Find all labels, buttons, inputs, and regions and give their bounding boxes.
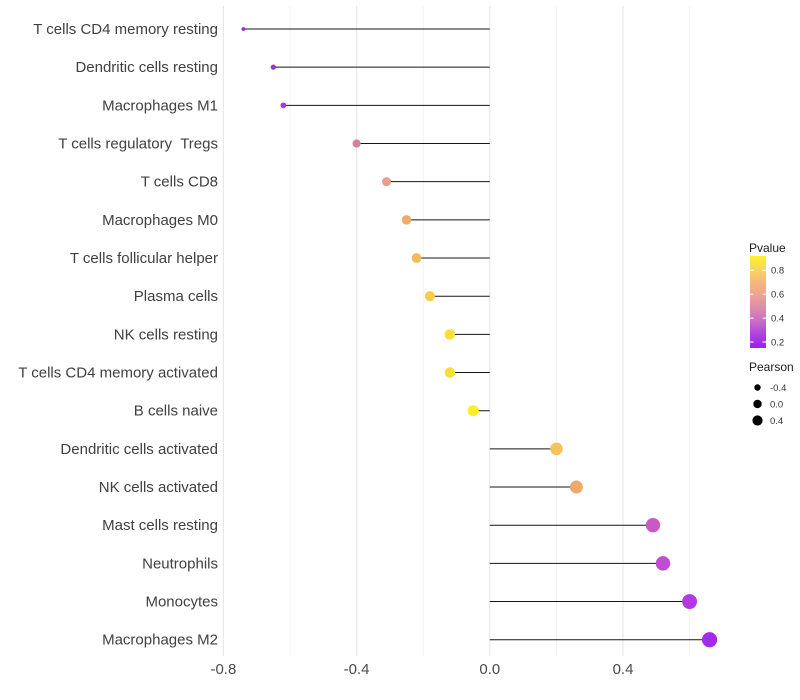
- lollipop-dot: [280, 102, 287, 109]
- pearson-legend-key-dot: [752, 415, 763, 426]
- pvalue-legend-tick-label: 0.6: [771, 290, 784, 301]
- y-axis-label: T cells follicular helper: [70, 250, 218, 267]
- y-axis-label: Monocytes: [145, 594, 218, 611]
- y-axis-label: Plasma cells: [134, 288, 218, 305]
- pvalue-colorbar: [750, 256, 766, 348]
- y-axis-label: NK cells resting: [114, 326, 218, 343]
- pearson-legend-tick-label: 0.4: [770, 416, 783, 427]
- pearson-legend-title: Pearson: [749, 360, 794, 374]
- pvalue-legend-tick-label: 0.4: [771, 314, 784, 325]
- x-axis-tick-label: 0.0: [479, 661, 500, 678]
- pearson-legend-key-dot: [753, 399, 762, 409]
- lollipop-dot: [270, 64, 277, 70]
- y-axis-label: Macrophages M0: [102, 212, 218, 229]
- lollipop-dot: [550, 442, 563, 456]
- lollipop-dot: [682, 594, 698, 609]
- lollipop-dot: [401, 215, 412, 225]
- lollipop-dot: [241, 27, 246, 31]
- pvalue-legend-tick-label: 0.2: [771, 337, 784, 348]
- y-axis-label: T cells CD4 memory resting: [33, 21, 218, 38]
- lollipop-dot: [444, 329, 456, 340]
- y-axis-label: T cells regulatory Tregs: [58, 136, 218, 153]
- y-axis-label: Dendritic cells activated: [60, 441, 218, 458]
- y-axis-label: NK cells activated: [99, 479, 218, 496]
- lollipop-dot: [352, 139, 361, 148]
- y-axis-label: Neutrophils: [142, 555, 218, 572]
- lollipop-dot: [382, 177, 392, 187]
- pearson-legend-tick-label: 0.0: [770, 399, 783, 410]
- pearson-legend-tick-label: -0.4: [770, 383, 786, 394]
- lollipop-dot: [645, 518, 661, 533]
- pearson-legend-key-dot: [754, 384, 761, 391]
- y-axis-label: Macrophages M1: [102, 97, 218, 114]
- pvalue-legend-title: Pvalue: [749, 241, 786, 255]
- y-axis-label: Dendritic cells resting: [75, 59, 218, 76]
- lollipop-dot: [655, 556, 671, 571]
- x-axis-tick-label: -0.8: [210, 661, 236, 678]
- lollipop-dot: [467, 405, 479, 417]
- y-axis-label: Macrophages M2: [102, 632, 218, 649]
- lollipop-dot: [444, 367, 456, 378]
- lollipop-dot: [411, 253, 422, 263]
- y-axis-label: T cells CD8: [141, 174, 218, 191]
- lollipop-dot: [701, 632, 718, 648]
- y-axis-label: B cells naive: [134, 403, 218, 420]
- y-axis-label: Mast cells resting: [102, 517, 218, 534]
- x-axis-tick-label: -0.4: [344, 661, 370, 678]
- x-axis-tick-label: 0.4: [613, 661, 634, 678]
- pvalue-legend-tick-label: 0.8: [771, 266, 784, 277]
- lollipop-dot: [424, 291, 435, 302]
- y-axis-label: T cells CD4 memory activated: [18, 365, 218, 382]
- lollipop-dot: [569, 480, 583, 494]
